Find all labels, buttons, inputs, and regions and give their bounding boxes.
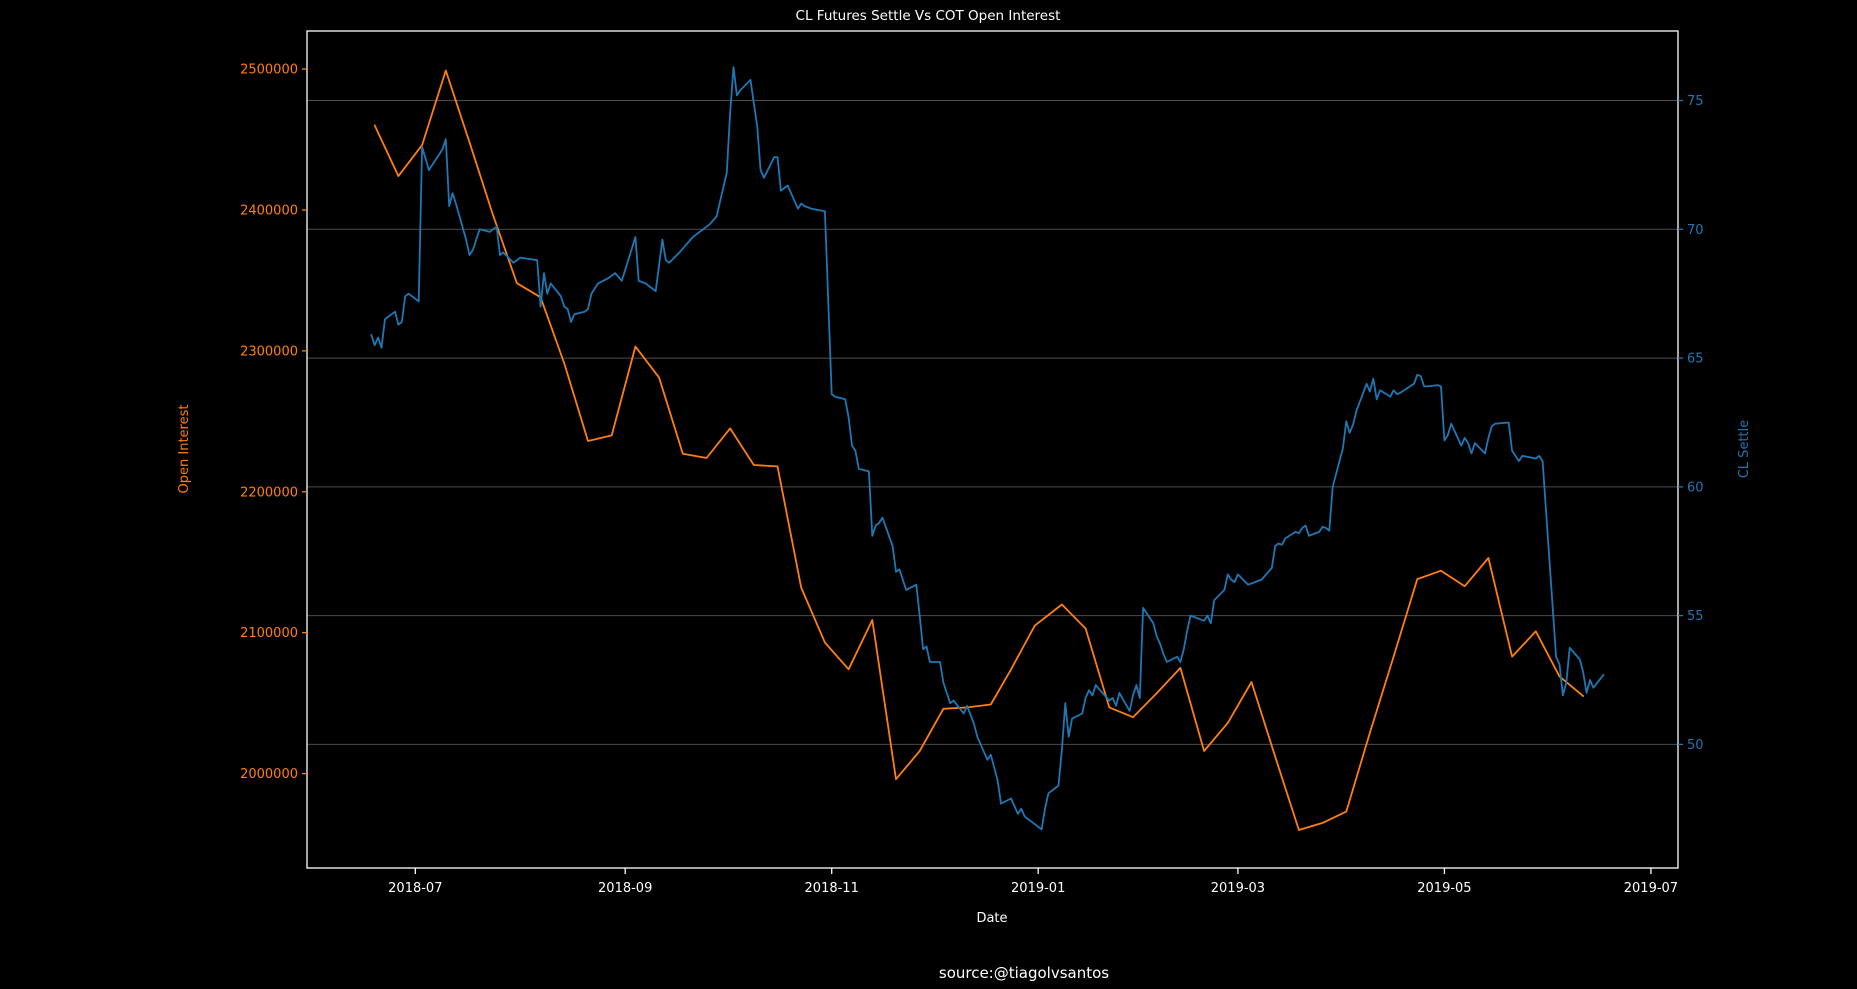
x-tick-label: 2019-07 xyxy=(1624,881,1678,896)
axis-ticks xyxy=(302,68,1683,874)
series-lines xyxy=(370,66,1605,831)
x-tick-label: 2019-03 xyxy=(1211,881,1265,896)
y-right-tick-label: 55 xyxy=(1687,609,1704,624)
plot-border xyxy=(306,30,1679,869)
y-right-tick-label: 70 xyxy=(1687,223,1704,238)
series-line-cl-settle xyxy=(370,66,1605,831)
x-tick-label: 2019-01 xyxy=(1011,881,1065,896)
y-left-tick-label: 2500000 xyxy=(240,63,298,78)
x-tick-label: 2018-09 xyxy=(598,881,652,896)
y-right-tick-label: 60 xyxy=(1687,480,1704,495)
y-left-tick-label: 2000000 xyxy=(240,767,298,782)
x-tick-label: 2019-05 xyxy=(1417,881,1471,896)
y-axis-label-cl-settle: CL Settle xyxy=(1737,420,1752,479)
chart-title: CL Futures Settle Vs COT Open Interest xyxy=(796,8,1061,24)
x-tick-label: 2018-07 xyxy=(388,881,442,896)
y-right-tick-label: 75 xyxy=(1687,94,1704,109)
source-credit: source:@tiagolvsantos xyxy=(939,964,1109,982)
series-line-open-interest xyxy=(373,69,1585,831)
y-left-tick-label: 2100000 xyxy=(240,626,298,641)
y-left-tick-label: 2300000 xyxy=(240,344,298,359)
y-axis-label-open-interest: Open Interest xyxy=(177,405,192,494)
y-right-tick-label: 65 xyxy=(1687,352,1704,367)
y-left-tick-label: 2400000 xyxy=(240,203,298,218)
y-left-tick-label: 2200000 xyxy=(240,485,298,500)
x-tick-label: 2018-11 xyxy=(805,881,859,896)
axis-tick-labels: 2500000 2400000 2300000 2200000 2100000 20000… xyxy=(240,63,1703,896)
y-right-tick-label: 50 xyxy=(1687,738,1704,753)
x-axis-label: Date xyxy=(976,911,1007,926)
gridlines xyxy=(307,100,1678,745)
